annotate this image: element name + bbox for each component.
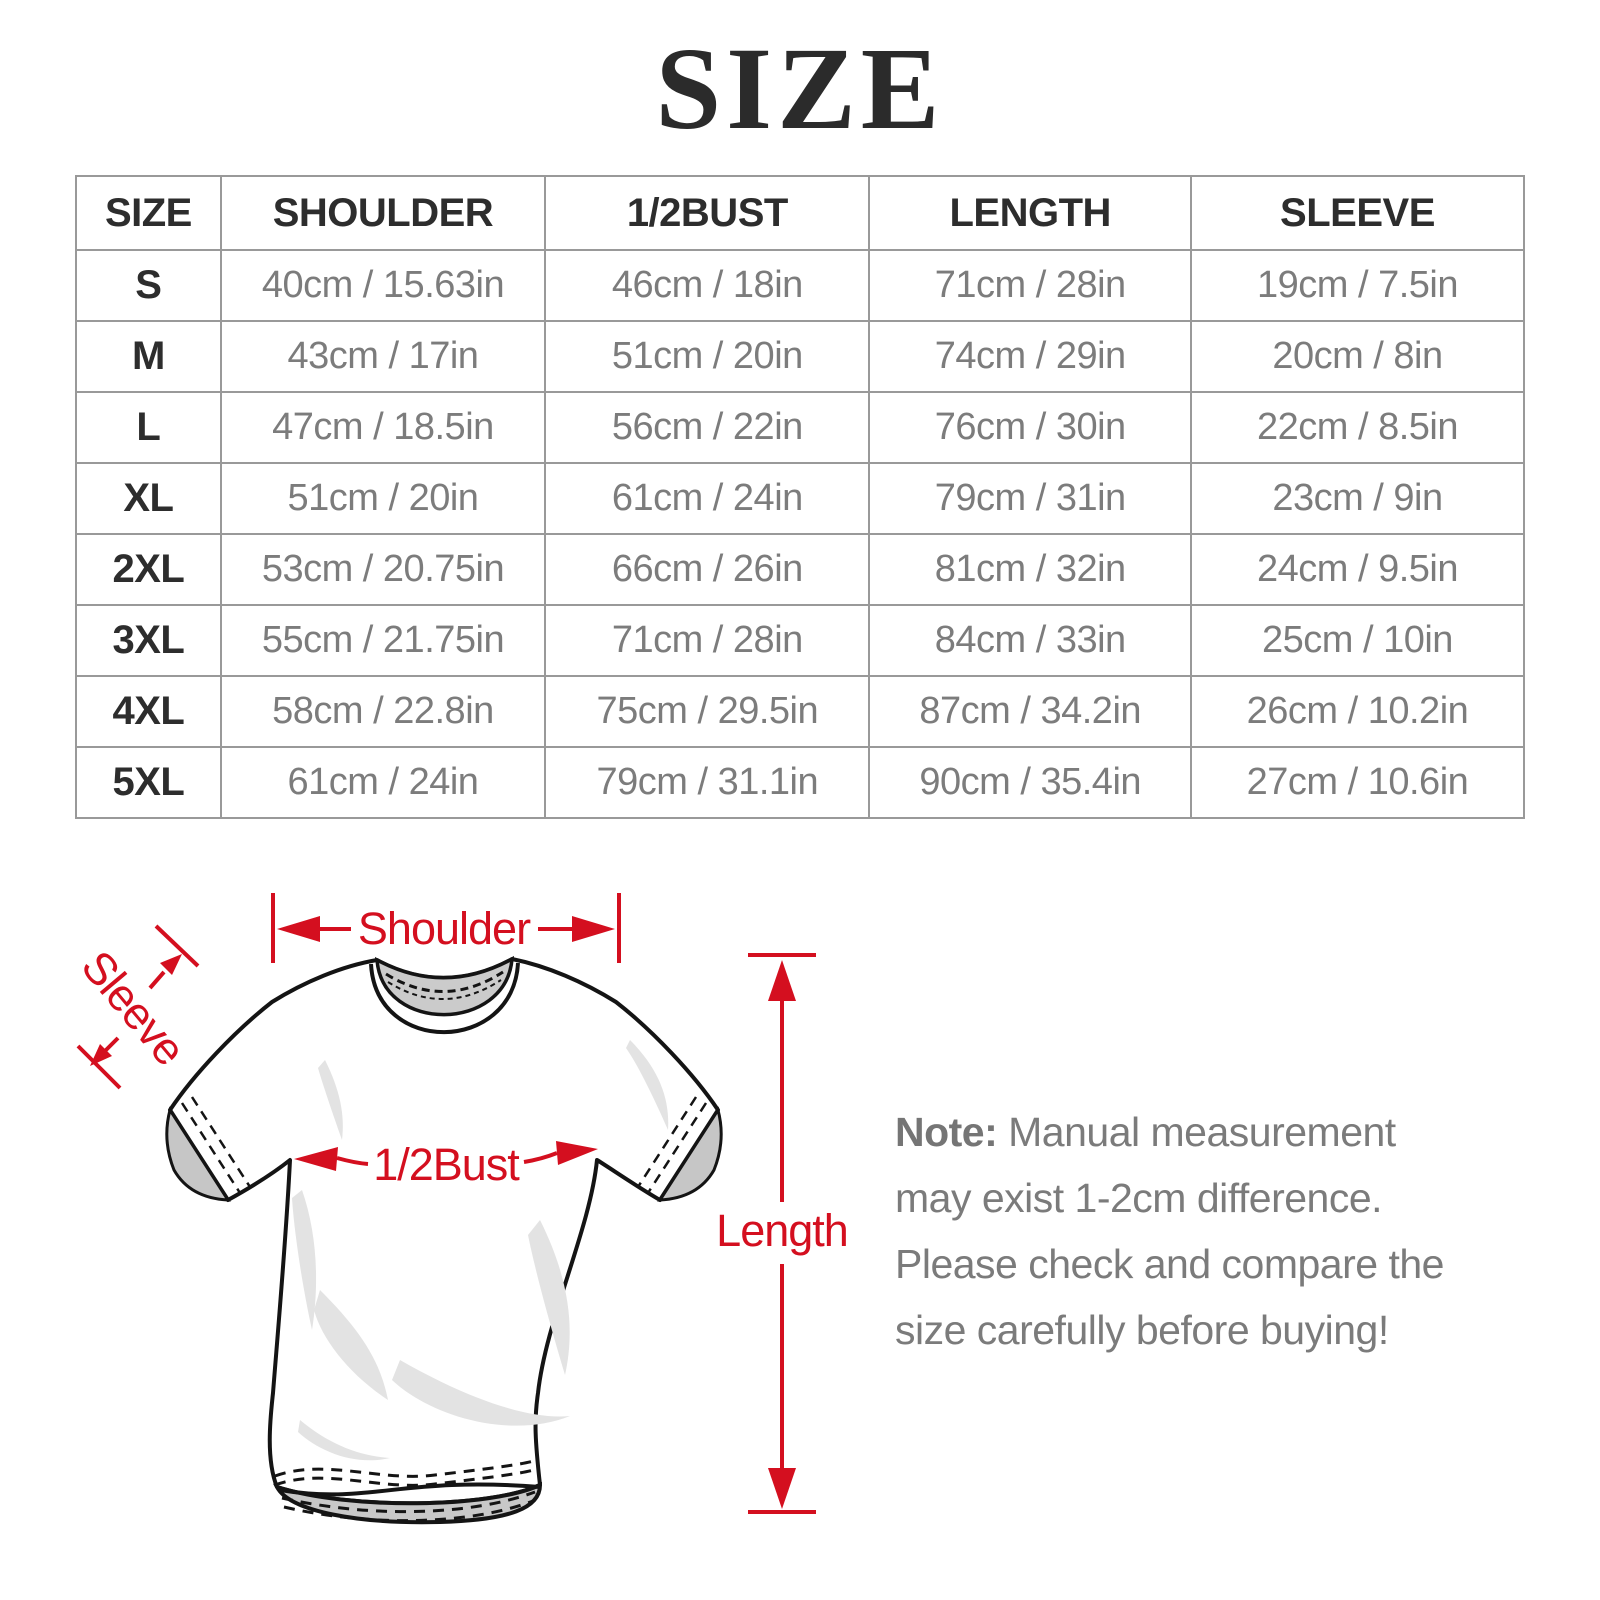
page-title: SIZE <box>655 23 945 154</box>
bust-value: 66cm / 26in <box>544 533 871 606</box>
tshirt-outline <box>165 955 723 1525</box>
shoulder-value: 43cm / 17in <box>219 320 547 393</box>
size-label: S <box>75 249 222 322</box>
shoulder-arrow: Shoulder <box>271 893 621 963</box>
length-value: 76cm / 30in <box>868 391 1192 464</box>
shoulder-value: 58cm / 22.8in <box>219 675 547 748</box>
header-length: LENGTH <box>868 175 1192 251</box>
table-row: L 47cm / 18.5in 56cm / 22in 76cm / 30in … <box>75 391 1526 464</box>
size-label: L <box>75 391 222 464</box>
sleeve-value: 19cm / 7.5in <box>1189 249 1526 322</box>
table-row: S 40cm / 15.63in 46cm / 18in 71cm / 28in… <box>75 249 1526 322</box>
length-value: 87cm / 34.2in <box>868 675 1192 748</box>
tshirt-illustration: Shoulder Sleeve 1/2Bust <box>72 893 849 1525</box>
shoulder-value: 47cm / 18.5in <box>219 391 547 464</box>
size-label: 2XL <box>75 533 222 606</box>
sleeve-arrow: Sleeve <box>72 924 200 1090</box>
hem <box>272 1458 543 1525</box>
table-header-row: SIZE SHOULDER 1/2BUST LENGTH SLEEVE <box>75 175 1526 251</box>
shoulder-value: 53cm / 20.75in <box>219 533 547 606</box>
shoulder-value: 51cm / 20in <box>219 462 547 535</box>
header-bust: 1/2BUST <box>544 175 871 251</box>
sleeve-value: 22cm / 8.5in <box>1189 391 1526 464</box>
size-label: 5XL <box>75 746 222 819</box>
table-row: M 43cm / 17in 51cm / 20in 74cm / 29in 20… <box>75 320 1526 393</box>
table-row: 2XL 53cm / 20.75in 66cm / 26in 81cm / 32… <box>75 533 1526 606</box>
size-label: XL <box>75 462 222 535</box>
left-cuff <box>165 1096 252 1202</box>
bust-value: 61cm / 24in <box>544 462 871 535</box>
table-row: XL 51cm / 20in 61cm / 24in 79cm / 31in 2… <box>75 462 1526 535</box>
bust-value: 46cm / 18in <box>544 249 871 322</box>
length-value: 90cm / 35.4in <box>868 746 1192 819</box>
size-label: 4XL <box>75 675 222 748</box>
sleeve-value: 24cm / 9.5in <box>1189 533 1526 606</box>
table-row: 5XL 61cm / 24in 79cm / 31.1in 90cm / 35.… <box>75 746 1526 819</box>
shoulder-value: 55cm / 21.75in <box>219 604 547 677</box>
table-row: 4XL 58cm / 22.8in 75cm / 29.5in 87cm / 3… <box>75 675 1526 748</box>
length-label: Length <box>716 1205 848 1256</box>
length-value: 79cm / 31in <box>868 462 1192 535</box>
sleeve-value: 23cm / 9in <box>1189 462 1526 535</box>
header-shoulder: SHOULDER <box>219 175 547 251</box>
size-label: 3XL <box>75 604 222 677</box>
bust-value: 71cm / 28in <box>544 604 871 677</box>
measurement-diagram: Shoulder Sleeve 1/2Bust <box>70 860 870 1580</box>
header-size: SIZE <box>75 175 222 251</box>
collar <box>369 955 520 1035</box>
size-table: SIZE SHOULDER 1/2BUST LENGTH SLEEVE S 40… <box>75 175 1526 819</box>
length-value: 84cm / 33in <box>868 604 1192 677</box>
length-value: 81cm / 32in <box>868 533 1192 606</box>
note-prefix: Note: <box>895 1109 998 1155</box>
length-value: 71cm / 28in <box>868 249 1192 322</box>
length-value: 74cm / 29in <box>868 320 1192 393</box>
bust-arrow: 1/2Bust <box>294 1139 598 1190</box>
shoulder-value: 40cm / 15.63in <box>219 249 547 322</box>
bust-value: 51cm / 20in <box>544 320 871 393</box>
size-label: M <box>75 320 222 393</box>
sleeve-value: 25cm / 10in <box>1189 604 1526 677</box>
bust-label: 1/2Bust <box>373 1139 520 1190</box>
bust-value: 56cm / 22in <box>544 391 871 464</box>
length-arrow: Length <box>716 953 849 1514</box>
right-cuff <box>636 1096 723 1202</box>
bust-value: 75cm / 29.5in <box>544 675 871 748</box>
sleeve-value: 26cm / 10.2in <box>1189 675 1526 748</box>
shoulder-value: 61cm / 24in <box>219 746 547 819</box>
sleeve-value: 27cm / 10.6in <box>1189 746 1526 819</box>
table-row: 3XL 55cm / 21.75in 71cm / 28in 84cm / 33… <box>75 604 1526 677</box>
note-body: Manual measurement may exist 1-2cm diffe… <box>895 1109 1444 1353</box>
header-sleeve: SLEEVE <box>1189 175 1526 251</box>
fabric-shadows <box>292 1040 669 1461</box>
shoulder-label: Shoulder <box>358 903 531 954</box>
measurement-note: Note: Manual measurement may exist 1-2cm… <box>895 1099 1475 1363</box>
sleeve-value: 20cm / 8in <box>1189 320 1526 393</box>
bust-value: 79cm / 31.1in <box>544 746 871 819</box>
